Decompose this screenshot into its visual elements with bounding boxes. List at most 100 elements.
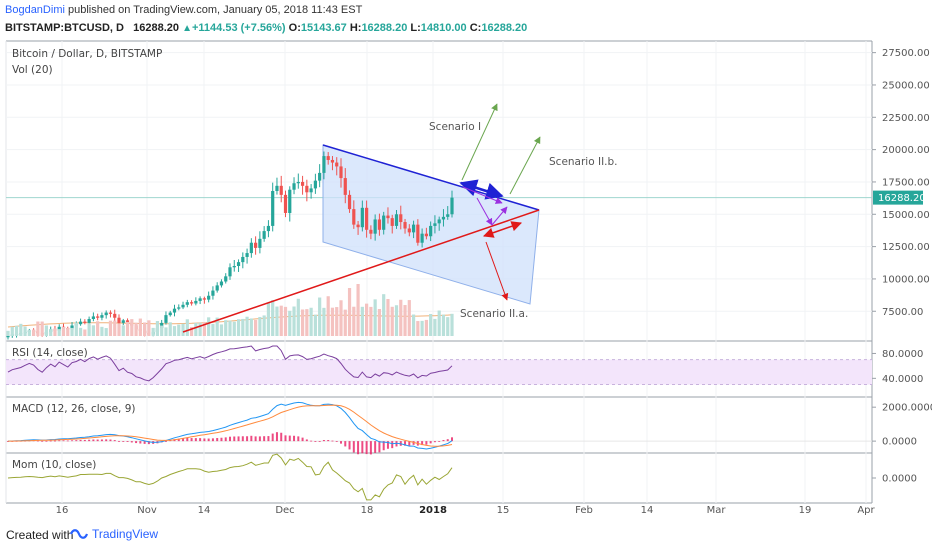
time-tick-label: Mar [707, 505, 727, 516]
scenario-arrow [485, 241, 509, 301]
candle [403, 222, 407, 229]
candle [292, 183, 296, 190]
macd-histogram-bar [220, 437, 223, 442]
macd-histogram-bar [327, 440, 330, 442]
macd-histogram-bar [378, 441, 381, 453]
candle [441, 216, 446, 220]
candle [407, 228, 411, 233]
macd-histogram-bar [254, 436, 257, 442]
volume-bar [130, 319, 134, 336]
time-tick-label: 16 [56, 505, 69, 516]
volume-bar [245, 316, 249, 336]
rsi-tick-label: 40.0000 [882, 374, 923, 385]
macd-histogram-bar [233, 436, 236, 442]
candle [275, 185, 279, 191]
candle [207, 295, 211, 300]
candle [386, 215, 390, 219]
volume-bar [322, 307, 326, 336]
macd-histogram-bar [96, 439, 99, 442]
low-value: 14810.00 [420, 22, 467, 34]
volume-bar [241, 318, 245, 336]
volume-bar [441, 314, 446, 336]
macd-histogram-bar [45, 440, 48, 442]
macd-histogram-bar [241, 436, 244, 442]
symbol-name[interactable]: BITSTAMP:BTCUSD, D [5, 22, 124, 34]
macd-histogram-bar [258, 436, 261, 442]
price-pane-title: Bitcoin / Dollar, D, BITSTAMP [12, 48, 162, 60]
volume-bar [49, 329, 53, 336]
macd-histogram-bar [433, 441, 436, 443]
candle [57, 326, 61, 331]
candle [70, 325, 74, 330]
volume-bar [296, 298, 300, 336]
volume-bar [108, 320, 113, 336]
candle [446, 214, 450, 217]
candle [394, 214, 399, 226]
macd-histogram-bar [71, 440, 74, 442]
macd-histogram-bar [297, 436, 300, 442]
time-tick-label: 14 [641, 505, 654, 516]
last-price-badge [873, 190, 923, 205]
macd-histogram-bar [109, 439, 112, 442]
volume-bar [429, 313, 433, 336]
price-tick-label: 17500.00 [882, 177, 930, 188]
candle [104, 312, 108, 316]
macd-histogram-bar [126, 441, 129, 442]
candle [224, 276, 228, 282]
author-link[interactable]: BogdanDimi [5, 4, 65, 16]
macd-tick-label: 0.0000 [882, 437, 917, 448]
momentum-tick-label: 0.0000 [882, 474, 917, 485]
volume-bar [390, 306, 394, 336]
macd-histogram-bar [147, 441, 150, 445]
macd-histogram-bar [105, 439, 108, 442]
price-tick-label: 27500.00 [882, 48, 930, 59]
candle [318, 172, 322, 181]
volume-bar [23, 326, 27, 336]
chart-canvas[interactable]: 27500.00 25000.00 22500.00 20000.00 17500.00… [0, 0, 932, 522]
macd-histogram-bar [41, 440, 44, 442]
volume-bar [420, 320, 424, 336]
volume-bar [155, 321, 160, 336]
macd-histogram-bar [284, 435, 287, 442]
macd-histogram-bar [75, 440, 78, 442]
candle [309, 188, 313, 193]
volume-bar [160, 325, 164, 336]
volume-bar [138, 318, 142, 336]
candle [373, 219, 377, 234]
macd-histogram-bar [194, 438, 197, 442]
macd-histogram-bar [186, 437, 189, 442]
volume-bar [365, 303, 369, 336]
candle [262, 231, 266, 239]
candle [360, 207, 364, 228]
volume-bar [36, 321, 40, 336]
time-tick-label: 15 [497, 505, 510, 516]
price-tick-label: 15000.00 [882, 210, 930, 221]
macd-histogram-bar [421, 441, 424, 446]
candle [377, 219, 382, 230]
volume-bar [433, 318, 437, 336]
candle [96, 316, 100, 318]
candle [78, 321, 83, 325]
macd-tick-label: 2000.0000 [882, 403, 932, 414]
macd-histogram-bar [293, 435, 296, 442]
volume-bar [335, 307, 339, 336]
candle [258, 238, 262, 248]
volume-bar [386, 299, 390, 336]
candle [288, 189, 292, 213]
macd-histogram-bar [229, 436, 231, 442]
volume-bar [44, 325, 49, 336]
time-tick-label: Dec [275, 505, 294, 516]
volume-bar [347, 288, 352, 336]
tradingview-brand[interactable]: TradingView [70, 527, 158, 541]
macd-histogram-bar [361, 441, 364, 454]
volume-bar [96, 321, 100, 336]
macd-histogram-bar [139, 441, 142, 444]
time-tick-label: Feb [575, 505, 593, 516]
candle [164, 315, 168, 323]
macd-histogram-bar [404, 441, 407, 446]
volume-bar [416, 321, 420, 336]
macd-histogram-bar [130, 441, 133, 443]
volume-bar [300, 309, 305, 336]
macd-histogram-bar [79, 439, 82, 442]
volume-bar [87, 323, 91, 336]
